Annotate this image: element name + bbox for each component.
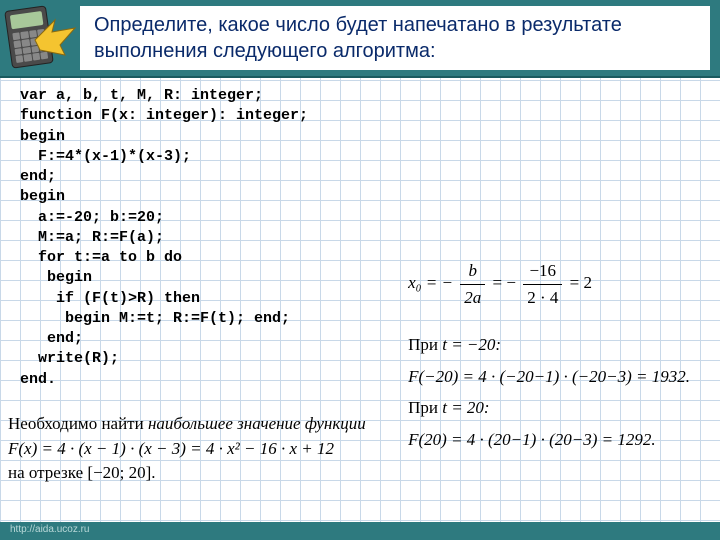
explain-line-1: Необходимо найти наибольшее значение фун… <box>8 412 366 437</box>
math-calculations: x₀ = − b2a = − −162 · 4 = 2 При t = −20:… <box>408 258 690 458</box>
explain-line-3: на отрезке [−20; 20]. <box>8 461 366 486</box>
slide-footer: http://aida.ucoz.ru <box>0 522 720 540</box>
slide-title: Определите, какое число будет напечатано… <box>80 6 710 70</box>
calc-neg-value: F(−20) = 4 · (−20−1) · (−20−3) = 1932. <box>408 364 690 390</box>
calc-pos-value: F(20) = 4 · (20−1) · (20−3) = 1292. <box>408 427 690 453</box>
explain-line-2: F(x) = 4 · (x − 1) · (x − 3) = 4 · x² − … <box>8 437 366 462</box>
calc-pos-label: При t = 20: <box>408 395 690 421</box>
vertex-formula: x₀ = − b2a = − −162 · 4 = 2 <box>408 258 690 310</box>
calc-neg-label: При t = −20: <box>408 332 690 358</box>
footer-url: http://aida.ucoz.ru <box>10 524 90 535</box>
arrow-icon <box>30 10 80 60</box>
slide-content: var a, b, t, M, R: integer; function F(x… <box>0 78 720 520</box>
explanation-block: Необходимо найти наибольшее значение фун… <box>8 412 366 486</box>
header-icon-group <box>0 0 80 78</box>
slide-header: Определите, какое число будет напечатано… <box>0 0 720 78</box>
